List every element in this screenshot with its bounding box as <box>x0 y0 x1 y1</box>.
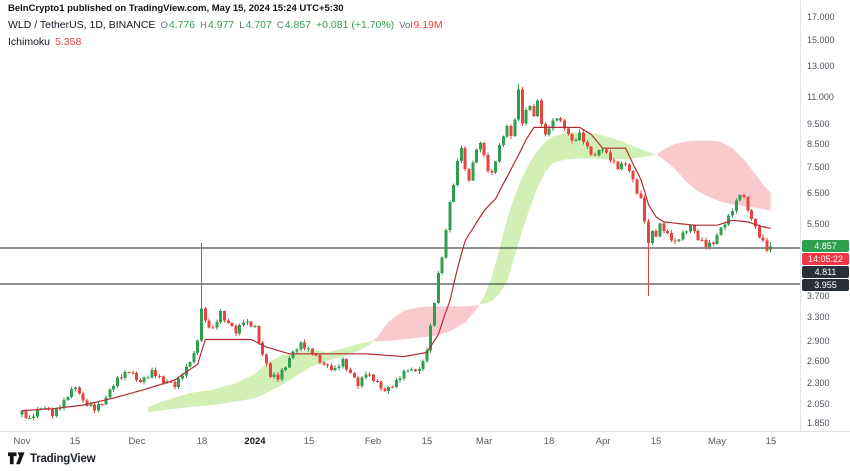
close-value: C4.857 <box>276 19 311 31</box>
price-tick: 11.000 <box>807 92 834 102</box>
last-price-badge: 4.857 <box>802 240 849 252</box>
time-label: 18 <box>196 436 208 447</box>
price-tick: 2.900 <box>807 336 830 346</box>
time-label: Apr <box>595 436 611 447</box>
change-value: +0.081 (+1.70%) <box>316 19 395 31</box>
tradingview-logo[interactable] <box>8 452 25 465</box>
bar-countdown-badge: 14:05:22 <box>802 253 849 265</box>
price-tick: 2.050 <box>807 399 830 409</box>
price-tick: 2.600 <box>807 356 830 366</box>
price-tick: 7.500 <box>807 162 830 172</box>
time-label: Nov <box>13 436 31 447</box>
high-value: H4.977 <box>200 19 235 31</box>
ichimoku-cloud-bullish <box>480 132 658 305</box>
ichimoku-cloud-bullish <box>148 341 374 413</box>
price-tick: 8.500 <box>807 139 830 149</box>
time-label: 15 <box>650 436 662 447</box>
time-label: Feb <box>364 436 382 447</box>
symbol-title: WLD / TetherUS, 1D, BINANCE <box>8 19 156 31</box>
publish-header: BeInCrypto1 published on TradingView.com… <box>8 3 344 14</box>
price-tick: 15.000 <box>807 35 835 45</box>
price-tick: 5.500 <box>807 219 830 229</box>
chart-legend: WLD / TetherUS, 1D, BINANCE O4.776 H4.97… <box>8 19 443 53</box>
indicator-name: Ichimoku <box>8 36 51 48</box>
price-tick: 3.300 <box>807 312 830 322</box>
time-axis[interactable]: Nov 15 Dec 18 2024 15 Feb 15 Mar 18 Apr 15 May 15 <box>0 431 850 451</box>
footer: TradingView <box>8 452 96 465</box>
price-tick: 9.500 <box>807 119 830 129</box>
chart-canvas[interactable] <box>0 0 800 431</box>
time-label: Mar <box>475 436 493 447</box>
ichimoku-cloud-bearish <box>373 303 481 342</box>
ichimoku-cloud-bearish <box>658 140 771 211</box>
time-label: 18 <box>543 436 555 447</box>
price-axis[interactable]: 17.000 15.000 13.000 11.000 9.500 8.500 7.500 6… <box>800 0 850 431</box>
price-tick: 2.300 <box>807 378 830 388</box>
time-label: 15 <box>303 436 315 447</box>
price-chart[interactable] <box>0 0 800 431</box>
symbol-legend-row[interactable]: WLD / TetherUS, 1D, BINANCE O4.776 H4.97… <box>8 19 443 36</box>
level-price-badge: 4.811 <box>802 266 849 278</box>
level-price-badge: 3.955 <box>802 279 849 291</box>
open-value: O4.776 <box>160 19 196 31</box>
tradingview-brand[interactable]: TradingView <box>30 452 96 465</box>
price-tick: 3.700 <box>807 291 830 301</box>
time-label: Dec <box>128 436 146 447</box>
time-label: 15 <box>765 436 777 447</box>
indicator-legend-row[interactable]: Ichimoku 5.358 <box>8 36 443 53</box>
time-label: 2024 <box>244 436 266 447</box>
candles <box>20 84 773 421</box>
indicator-value: 5.358 <box>55 36 82 48</box>
price-tick: 6.500 <box>807 188 830 198</box>
time-label: 15 <box>421 436 433 447</box>
price-tick: 1.850 <box>807 418 830 428</box>
volume-value: Vol9.19M <box>399 19 443 31</box>
ichimoku-baseline <box>21 126 771 412</box>
time-label: May <box>708 436 726 447</box>
low-value: L4.707 <box>239 19 272 31</box>
price-tick: 17.000 <box>807 12 835 22</box>
time-label: 15 <box>69 436 81 447</box>
price-tick: 13.000 <box>807 61 835 71</box>
